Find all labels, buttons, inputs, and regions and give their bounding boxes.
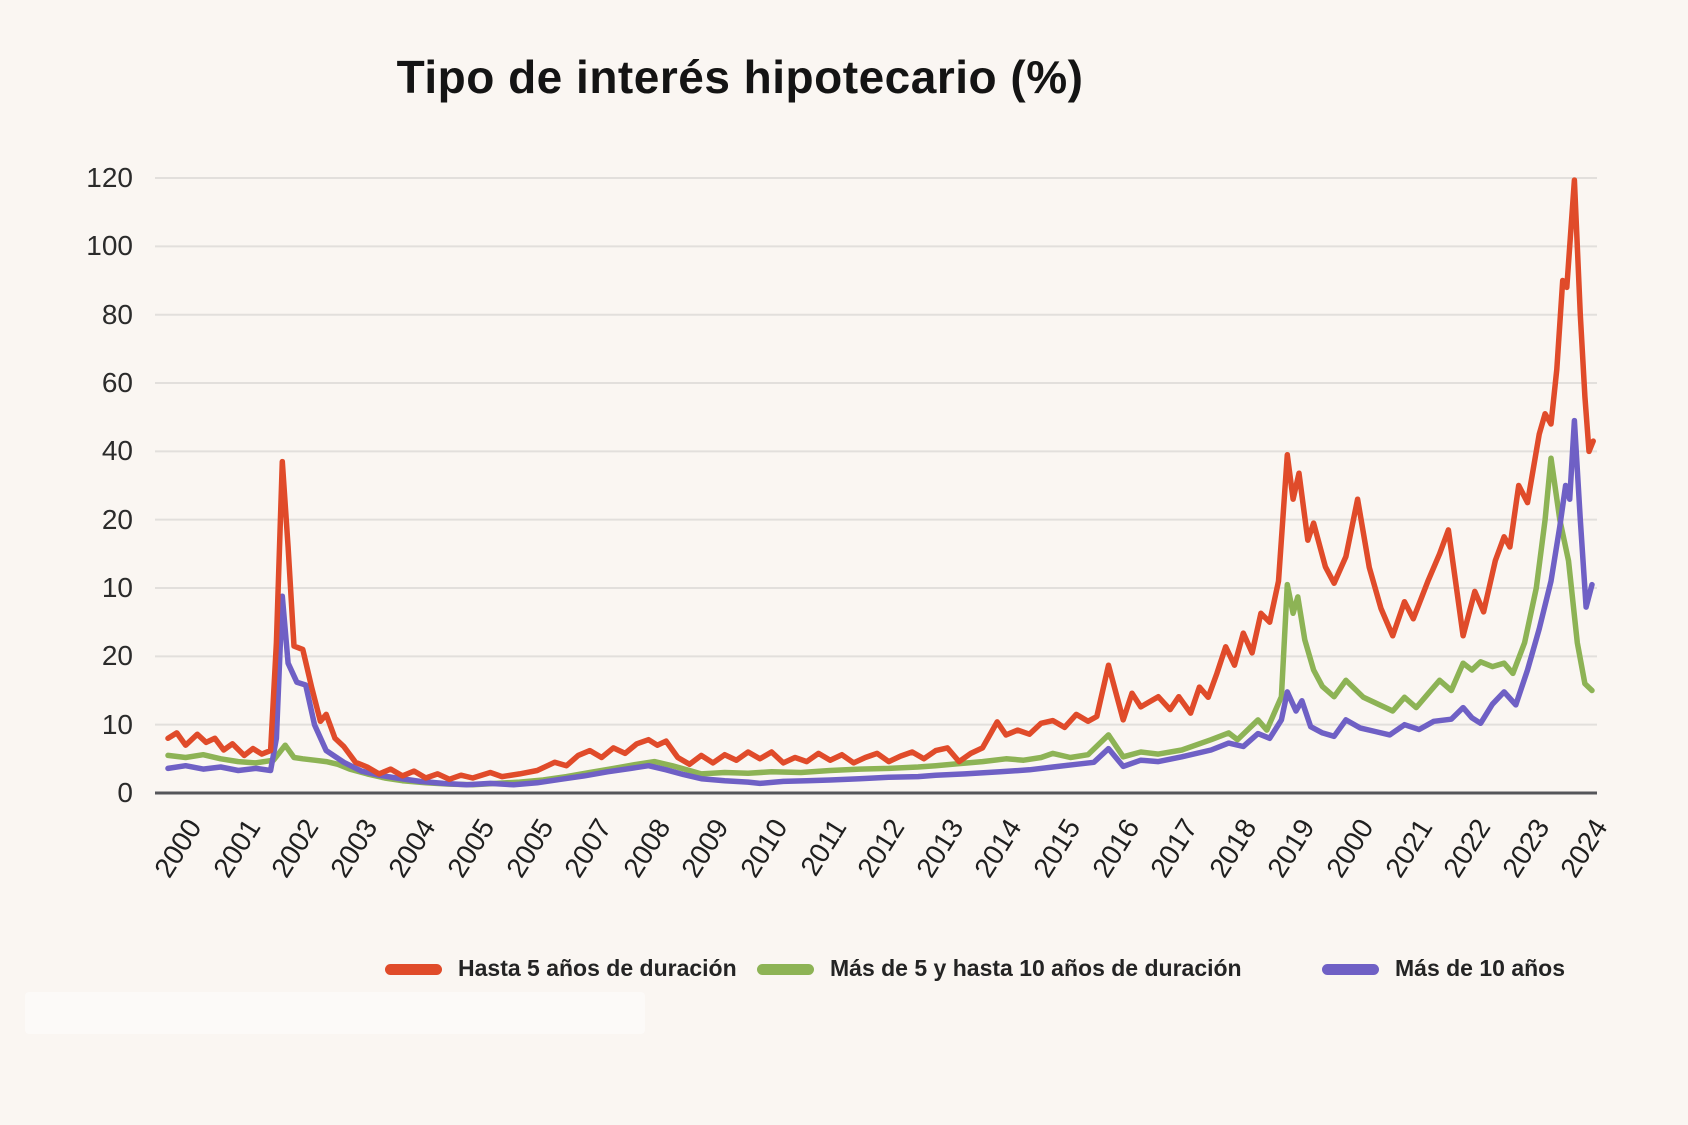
- series-line-2: [165, 417, 1595, 788]
- legend-label: Hasta 5 años de duración: [458, 955, 737, 981]
- y-tick-label: 10: [101, 572, 133, 603]
- series-line-1: [165, 455, 1595, 788]
- legend-swatch-icon: [385, 964, 442, 975]
- y-tick-label: 10: [101, 708, 133, 740]
- legend: Hasta 5 años de duración Más de 5 y hasta…: [0, 952, 1688, 992]
- legend-swatch-icon: [1322, 964, 1379, 975]
- series-line-0: [165, 177, 1596, 783]
- footer-shade: [25, 992, 645, 1034]
- legend-label: Más de 10 años: [1395, 955, 1566, 981]
- y-tick-label: 0: [117, 777, 133, 808]
- legend-swatch-icon: [757, 964, 814, 975]
- y-tick-label: 20: [101, 640, 133, 672]
- chart-title: Tipo de interés hipotecario (%): [396, 51, 1084, 103]
- y-tick-label: 60: [101, 367, 133, 399]
- y-tick-label: 80: [101, 298, 133, 330]
- y-tick-label: 120: [86, 162, 133, 194]
- legend-label: Más de 5 y hasta 10 años de duración: [830, 955, 1242, 981]
- y-tick-label: 40: [101, 435, 133, 467]
- y-tick-label: 20: [101, 503, 133, 535]
- y-tick-label: 100: [86, 230, 133, 262]
